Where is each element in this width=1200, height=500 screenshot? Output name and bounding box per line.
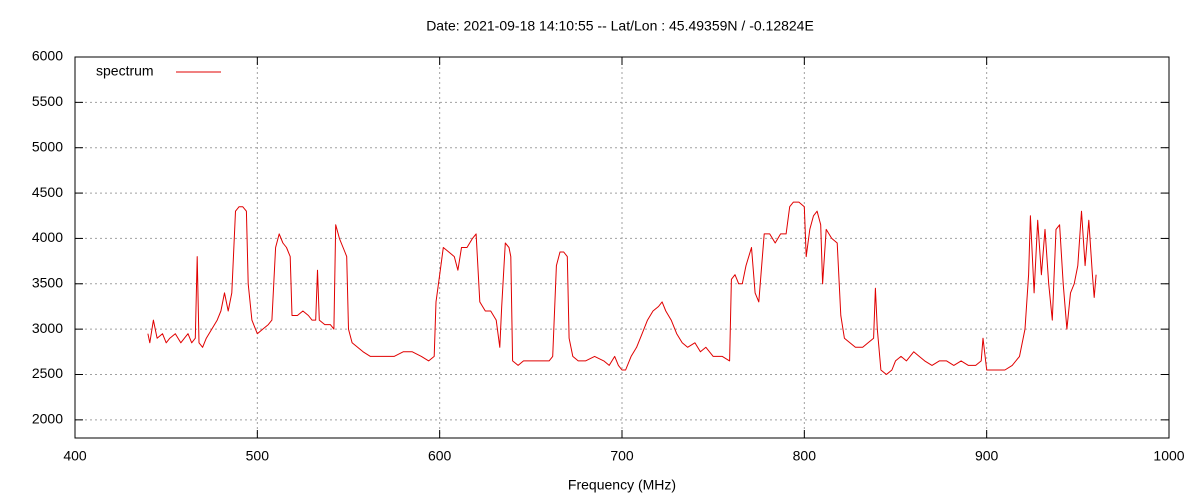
y-tick-label: 5000: [32, 138, 63, 154]
y-tick-label: 2500: [32, 365, 63, 381]
y-tick-label: 4000: [32, 229, 63, 245]
y-tick-label: 6000: [32, 48, 63, 64]
y-tick-label: 3000: [32, 320, 63, 336]
chart-title: Date: 2021-09-18 14:10:55 -- Lat/Lon : 4…: [426, 18, 814, 34]
x-tick-label: 600: [428, 448, 452, 464]
y-tick-label: 2000: [32, 411, 63, 427]
y-tick-label: 4500: [32, 184, 63, 200]
x-tick-label: 1000: [1153, 448, 1184, 464]
x-tick-label: 700: [610, 448, 634, 464]
x-axis-label: Frequency (MHz): [568, 477, 676, 493]
plot-frame: [74, 56, 1170, 439]
series-line: [147, 201, 1097, 375]
x-tick-label: 500: [246, 448, 270, 464]
x-tick-label: 800: [793, 448, 817, 464]
x-tick-label: 400: [63, 448, 87, 464]
y-tick-label: 5500: [32, 93, 63, 109]
x-tick-label: 900: [975, 448, 999, 464]
legend-label: spectrum: [96, 63, 154, 79]
y-tick-label: 3500: [32, 274, 63, 290]
